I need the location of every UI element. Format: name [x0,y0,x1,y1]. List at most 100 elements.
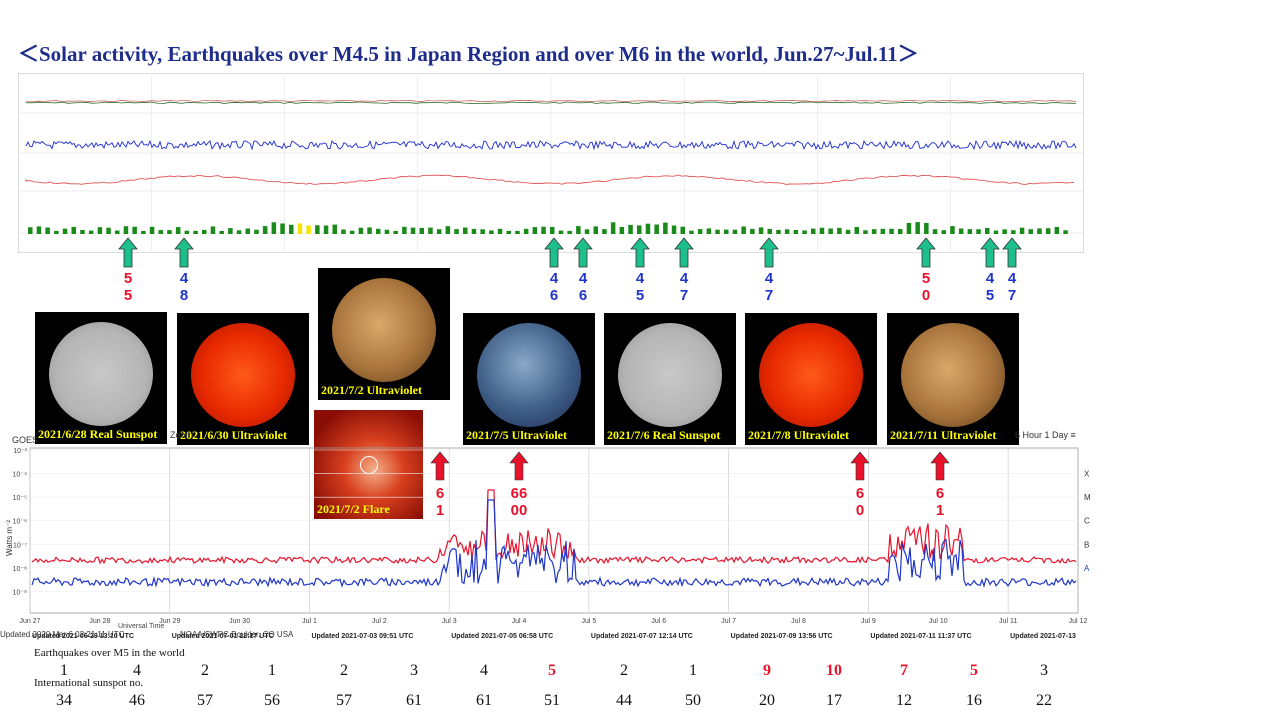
kp-bar [210,226,216,234]
kp-bar [758,227,764,234]
kp-bar [863,230,868,234]
kp-bar [602,229,607,234]
zoom-controls[interactable]: 6 Hour 1 Day ≡ [1015,430,1076,440]
flare-class-label: C [1084,517,1090,526]
photo-caption: 2021/7/2 Ultraviolet [321,383,422,397]
kp-bar [576,226,581,234]
kp-bar [262,226,268,234]
kp-bar [280,223,285,234]
kp-bar [967,229,973,234]
photo-caption: 2021/7/2 Flare [317,502,390,516]
sunspot-number: 46 [129,692,145,709]
sunspot-number: 22 [1036,692,1052,709]
solar-photo: 2021/7/6 Real Sunspot [604,313,736,445]
kp-bar [123,226,129,234]
kp-bar [202,229,207,234]
kp-bar [985,227,990,234]
world-quake-arrow [509,451,529,481]
kp-bar [802,230,807,234]
kp-bar [645,223,651,234]
world-quake-count: 3 [1040,662,1048,679]
sunspot-number: 34 [56,692,72,709]
kp-bar [419,227,424,234]
kp-bar [898,229,903,234]
photo-caption: 2021/6/28 Real Sunspot [38,427,158,441]
sun-disk [332,278,436,382]
y-tick-label: 10⁻⁷ [13,542,27,549]
japan-quake-arrow [759,237,779,268]
xray-long-series [31,489,1077,565]
sun-disk [49,322,153,426]
world-quake-row-label: Earthquakes over M5 in the world [34,647,185,659]
kp-bar [245,228,250,234]
world-quake-count: 4 [480,662,488,679]
kp-bar [158,230,163,234]
kp-bar [784,229,790,234]
kp-bar [367,227,372,234]
kp-bar [523,228,529,234]
japan-quake-arrow [174,237,194,268]
kp-bar [976,229,981,234]
y-tick-label: 10⁻⁶ [13,519,27,526]
kp-bar [271,222,277,234]
kp-bar [289,224,294,234]
kp-bar [741,226,746,234]
kp-bar [428,227,433,234]
kp-bar [62,228,68,234]
proton-flux-line [25,101,1077,104]
kp-bar [115,230,120,234]
kp-bar [167,230,172,234]
solar-photo: 2021/6/30 Ultraviolet [177,313,309,445]
update-stamp: Updated 2021-07-07 12:14 UTC [591,633,693,640]
sunspot-number: 57 [197,692,213,709]
kp-bar [819,227,825,234]
electron-flux-line [25,139,1077,151]
kp-bar [1037,228,1042,234]
world-quake-arrow [430,451,450,481]
sunspot-number: 44 [616,692,632,709]
sunspot-number: 12 [896,692,912,709]
kp-bar [880,228,886,234]
kp-bar [932,229,938,234]
x-tick-label: Jul 3 [442,618,457,625]
japan-quake-arrow [544,237,564,268]
ut-axis-label: Universal Time [118,623,164,630]
x-tick-label: Jul 4 [512,618,527,625]
kp-bar [871,229,877,234]
kp-bar [463,227,468,234]
y-tick-label: 10⁻⁹ [13,589,27,596]
photo-caption: 2021/7/11 Ultraviolet [890,428,997,442]
x-tick-label: Jul 6 [651,618,666,625]
sun-disk [618,323,722,427]
x-tick-label: Jul 11 [999,618,1017,625]
kp-bar [132,226,137,234]
kp-bar [315,225,320,234]
update-stamp: Updated 2021-06-29 13:10 UTC [32,633,134,640]
kp-bar [71,226,76,234]
kp-bar [54,230,59,234]
world-quake-count: 7 [900,662,908,679]
x-tick-label: Jun 28 [89,618,110,625]
xray-flux-plot: GOES Zoom 6 Hour 1 Day ≡ Watts m⁻² 10⁻³ 1… [5,430,1091,640]
sunspot-number: 16 [966,692,982,709]
japan-quake-arrow [630,237,650,268]
kp-bar [558,230,564,234]
sun-disk [477,323,581,427]
kp-bar [663,222,668,234]
kp-bar [175,227,181,234]
kp-bar [593,226,598,234]
kp-bar [845,229,851,234]
kp-bar [906,222,912,234]
japan-quake-arrow [916,237,936,268]
kp-bar [341,229,346,234]
kp-bar [1019,227,1025,234]
kp-bar [828,228,833,234]
solar-photo: 2021/6/28 Real Sunspot [35,312,167,444]
space-weather-overview-plot [18,73,1084,253]
